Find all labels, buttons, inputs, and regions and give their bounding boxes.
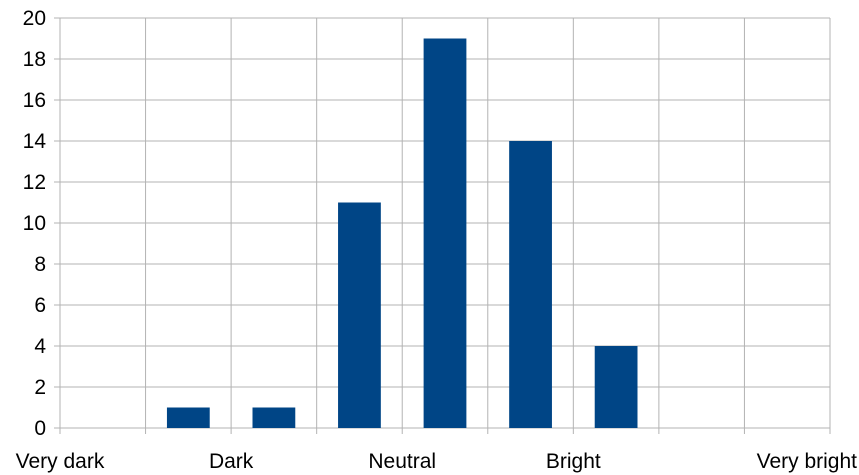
bar	[166, 407, 210, 428]
y-tick-label: 6	[34, 294, 46, 317]
y-tick-label: 10	[23, 212, 46, 235]
x-tick-label: Bright	[546, 450, 601, 473]
y-tick-label: 4	[34, 335, 46, 358]
bar-layer	[166, 38, 638, 428]
x-tick-label: Neutral	[368, 450, 436, 473]
x-axis-ticks: Very dark Dark Neutral Bright Very bright	[16, 450, 858, 473]
bar	[509, 141, 552, 428]
y-tick-label: 12	[23, 171, 46, 194]
y-tick-label: 20	[23, 7, 46, 30]
y-tick-label: 2	[34, 376, 46, 399]
x-tick-label: Very bright	[757, 450, 858, 473]
bar	[338, 202, 381, 428]
x-tick-label: Very dark	[16, 450, 105, 473]
bar	[252, 407, 296, 428]
y-tick-label: 16	[23, 89, 46, 112]
y-tick-label: 14	[23, 130, 47, 153]
x-tick-label: Dark	[209, 450, 254, 473]
y-tick-label: 8	[34, 253, 46, 276]
bar	[594, 346, 638, 428]
y-tick-label: 0	[34, 417, 46, 440]
bar	[423, 38, 467, 428]
y-axis-ticks: 0 2 4 6 8 10 12 14 16 18 20	[23, 7, 47, 440]
y-tick-label: 18	[23, 48, 46, 71]
